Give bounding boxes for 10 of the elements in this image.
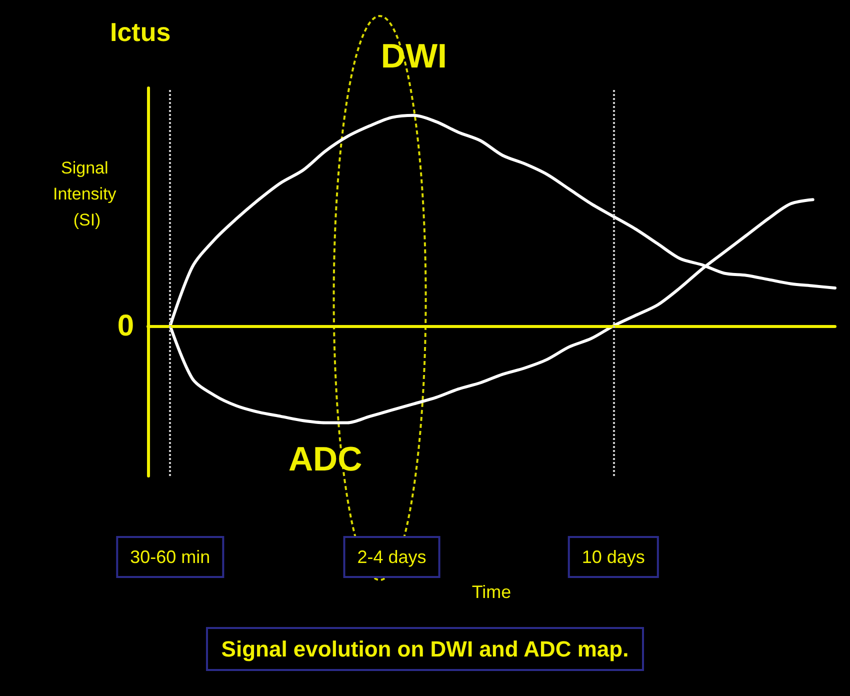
text: Signal evolution on DWI and ADC map. <box>221 636 629 662</box>
series-label: DWI <box>380 37 447 76</box>
chart-title: Ictus <box>110 17 171 47</box>
x-axis-title: Time <box>472 582 512 602</box>
x-tick-label: 2-4 days <box>357 547 426 567</box>
ref-line-label: 0 <box>117 309 134 342</box>
y-axis-title: Signal Intensity (SI) <box>52 158 122 230</box>
series-label: ADC <box>288 440 362 479</box>
x-tick-label: 30-60 min <box>130 547 210 567</box>
x-tick-label: 10 days <box>582 547 645 567</box>
